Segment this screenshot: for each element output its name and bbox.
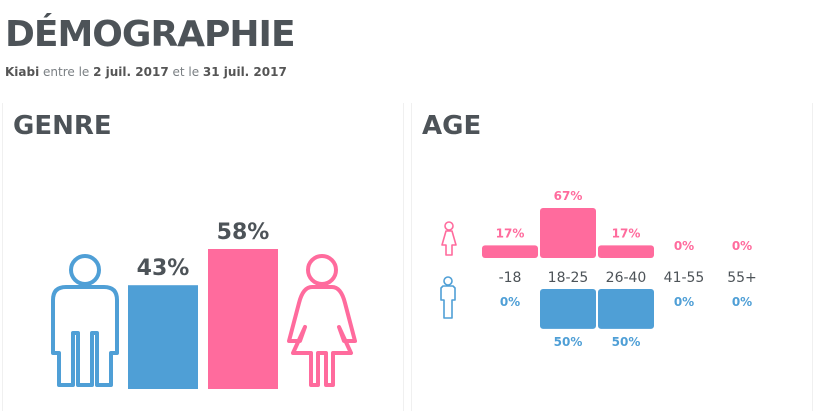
age-category-label: 55+ xyxy=(727,270,757,286)
age-female-label: 0% xyxy=(732,239,752,253)
male-small-icon xyxy=(440,276,456,319)
age-panel: AGE -18 18-25 26-40 41-55 55+ 17% 67% 17% 0% 0% 0%… xyxy=(411,103,813,411)
subtitle-date-end: 31 juil. 2017 xyxy=(202,65,287,79)
age-male-label: 0% xyxy=(674,295,694,309)
age-male-label: 0% xyxy=(732,295,752,309)
subtitle-text-1: entre le xyxy=(39,65,94,79)
genre-bar-label: 58% xyxy=(217,220,270,245)
age-female-bar xyxy=(482,245,538,258)
age-male-bar xyxy=(598,289,654,329)
age-category-label: 18-25 xyxy=(548,270,589,286)
age-category-label: 26-40 xyxy=(606,270,647,286)
subtitle-brand: Kiabi xyxy=(5,65,40,79)
genre-bar-homme xyxy=(128,285,198,389)
genre-panel: GENRE 43% 58% xyxy=(2,103,404,411)
genre-bar-label: 43% xyxy=(137,256,190,281)
age-female-label: 0% xyxy=(674,239,694,253)
age-chart: -18 18-25 26-40 41-55 55+ 17% 67% 17% 0% 0% 0% 50% 5… xyxy=(440,189,757,349)
page-title: DÉMOGRAPHIE xyxy=(5,14,296,55)
genre-chart: 43% 58% xyxy=(51,220,357,389)
age-category-label: -18 xyxy=(499,270,522,286)
age-female-bar xyxy=(540,208,596,258)
genre-bar-femme xyxy=(208,249,278,389)
genre-panel-title: GENRE xyxy=(13,111,112,141)
age-category-label: 41-55 xyxy=(664,270,705,286)
age-male-label: 0% xyxy=(500,295,520,309)
subtitle-date-start: 2 juil. 2017 xyxy=(93,65,169,79)
age-female-label: 17% xyxy=(496,226,525,240)
subtitle-text-2: et le xyxy=(168,65,203,79)
female-figure-icon xyxy=(287,254,357,387)
age-male-label: 50% xyxy=(554,335,583,349)
male-figure-icon xyxy=(51,254,119,387)
age-female-label: 67% xyxy=(554,189,583,203)
age-female-bar xyxy=(598,245,654,258)
page-subtitle: Kiabi entre le 2 juil. 2017 et le 31 jui… xyxy=(5,65,287,79)
age-male-bar xyxy=(540,289,596,329)
age-male-label: 50% xyxy=(612,335,641,349)
age-female-label: 17% xyxy=(612,226,641,240)
female-small-icon xyxy=(441,221,457,256)
age-panel-title: AGE xyxy=(422,111,482,141)
